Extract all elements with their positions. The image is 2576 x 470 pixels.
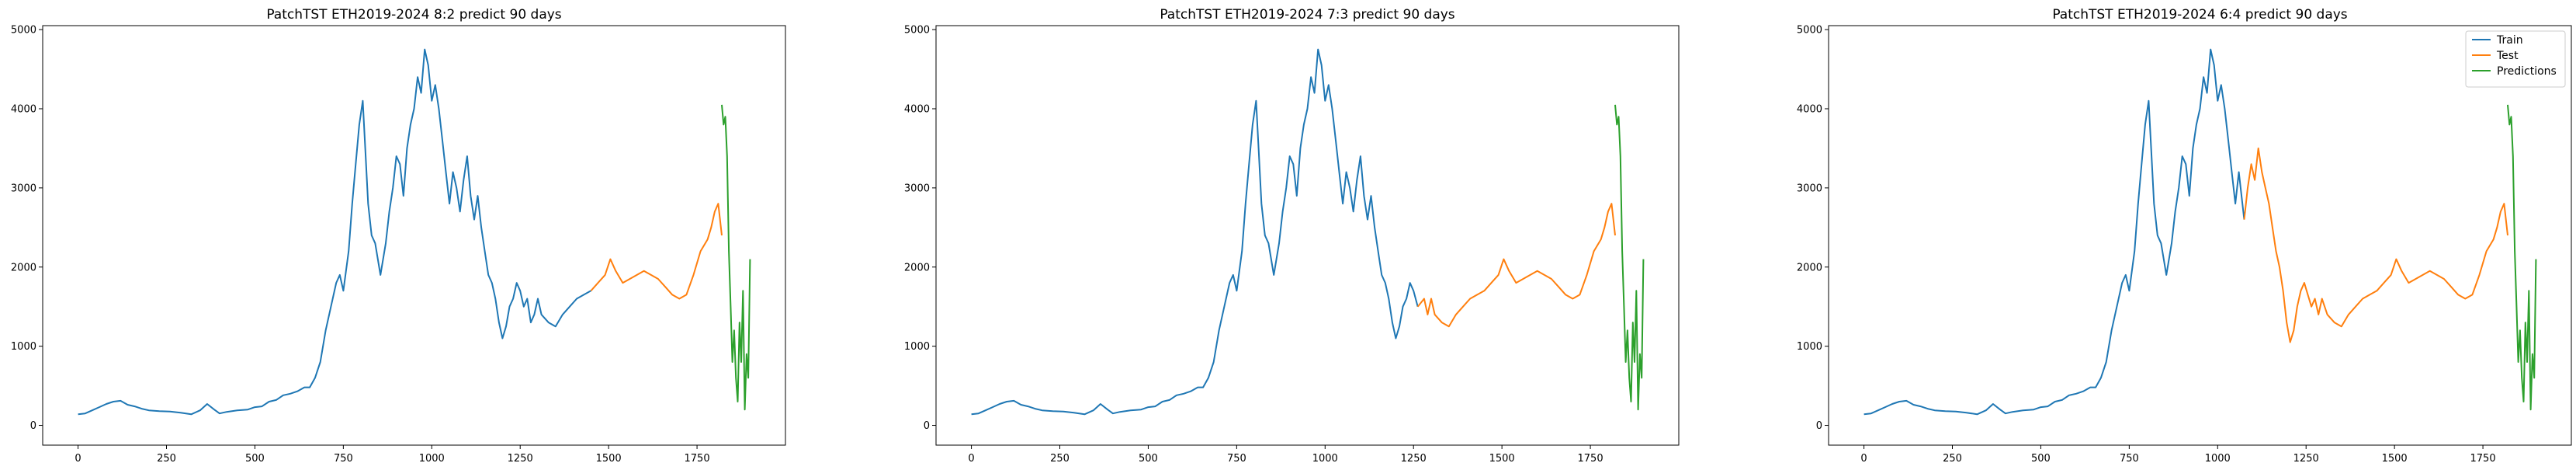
x-tick-label: 1750 xyxy=(2470,453,2496,465)
x-tick-label: 500 xyxy=(1139,453,1158,465)
y-tick-label: 5000 xyxy=(11,25,36,37)
y-tick-label: 4000 xyxy=(1797,103,1822,115)
axes-frame xyxy=(935,25,1680,446)
chart-panel-1: PatchTST ETH2019-2024 8:2 predict 90 day… xyxy=(11,7,786,465)
x-tick-label: 750 xyxy=(334,453,353,465)
y-tick-label: 2000 xyxy=(11,262,36,273)
predictions-series-line xyxy=(721,104,751,411)
series-group xyxy=(1864,48,2537,416)
chart-panels: PatchTST ETH2019-2024 8:2 predict 90 day… xyxy=(11,7,2572,465)
axes-frame xyxy=(42,25,786,446)
chart-panel-2: PatchTST ETH2019-2024 7:3 predict 90 day… xyxy=(904,7,1680,465)
train-series-line xyxy=(1864,48,2245,416)
y-tick-label: 1000 xyxy=(11,341,36,353)
x-tick-label: 0 xyxy=(75,453,81,465)
y-tick-label: 1000 xyxy=(1797,341,1822,353)
x-tick-label: 500 xyxy=(2031,453,2051,465)
train-series-line xyxy=(78,48,591,416)
test-series-line xyxy=(2243,147,2508,343)
y-tick-label: 4000 xyxy=(904,103,930,115)
y-tick-label: 3000 xyxy=(904,183,930,194)
legend: Train Test Predictions xyxy=(2465,30,2566,88)
x-tick-label: 1000 xyxy=(1312,453,1338,465)
predictions-series-line xyxy=(1614,104,1645,411)
x-tick-label: 1750 xyxy=(1578,453,1603,465)
x-tick-label: 0 xyxy=(968,453,974,465)
x-tick-label: 1000 xyxy=(419,453,445,465)
y-tick-label: 5000 xyxy=(904,25,930,37)
test-series-line xyxy=(1416,203,1616,328)
x-tick-label: 750 xyxy=(1227,453,1246,465)
x-tick-label: 250 xyxy=(157,453,176,465)
x-tick-label: 1500 xyxy=(1489,453,1515,465)
x-tick-label: 1750 xyxy=(685,453,710,465)
y-tick-label: 0 xyxy=(924,420,930,432)
y-tick-label: 2000 xyxy=(904,262,930,273)
legend-label-train: Train xyxy=(2496,34,2523,47)
chart-title: PatchTST ETH2019-2024 7:3 predict 90 day… xyxy=(1160,7,1454,23)
x-tick-label: 250 xyxy=(1943,453,1962,465)
chart-title: PatchTST ETH2019-2024 8:2 predict 90 day… xyxy=(266,7,561,23)
series-group xyxy=(971,48,1645,416)
y-tick-label: 0 xyxy=(1816,420,1822,432)
y-tick-label: 3000 xyxy=(1797,183,1822,194)
axes-frame xyxy=(1828,25,2572,446)
x-tick-label: 500 xyxy=(245,453,265,465)
x-tick-label: 0 xyxy=(1860,453,1867,465)
chart-panel-3: PatchTST ETH2019-2024 6:4 predict 90 day… xyxy=(1797,7,2572,465)
y-tick-label: 0 xyxy=(30,420,36,432)
x-tick-label: 1000 xyxy=(2205,453,2231,465)
y-tick-label: 4000 xyxy=(11,103,36,115)
series-group xyxy=(78,48,751,416)
x-tick-label: 1250 xyxy=(2293,453,2319,465)
x-tick-label: 250 xyxy=(1050,453,1070,465)
predictions-series-line xyxy=(2507,104,2537,411)
chart-title: PatchTST ETH2019-2024 6:4 predict 90 day… xyxy=(2052,7,2347,23)
y-tick-label: 5000 xyxy=(1797,25,1822,37)
x-tick-label: 1250 xyxy=(508,453,533,465)
y-tick-label: 2000 xyxy=(1797,262,1822,273)
test-series-line xyxy=(590,203,723,300)
legend-label-test: Test xyxy=(2496,50,2519,62)
x-tick-label: 1500 xyxy=(596,453,622,465)
train-series-line xyxy=(971,48,1419,416)
y-tick-label: 1000 xyxy=(904,341,930,353)
y-tick-label: 3000 xyxy=(11,183,36,194)
legend-label-predictions: Predictions xyxy=(2497,65,2557,78)
legend-box xyxy=(2465,30,2566,88)
x-tick-label: 750 xyxy=(2120,453,2139,465)
x-tick-label: 1250 xyxy=(1401,453,1427,465)
x-tick-label: 1500 xyxy=(2382,453,2408,465)
